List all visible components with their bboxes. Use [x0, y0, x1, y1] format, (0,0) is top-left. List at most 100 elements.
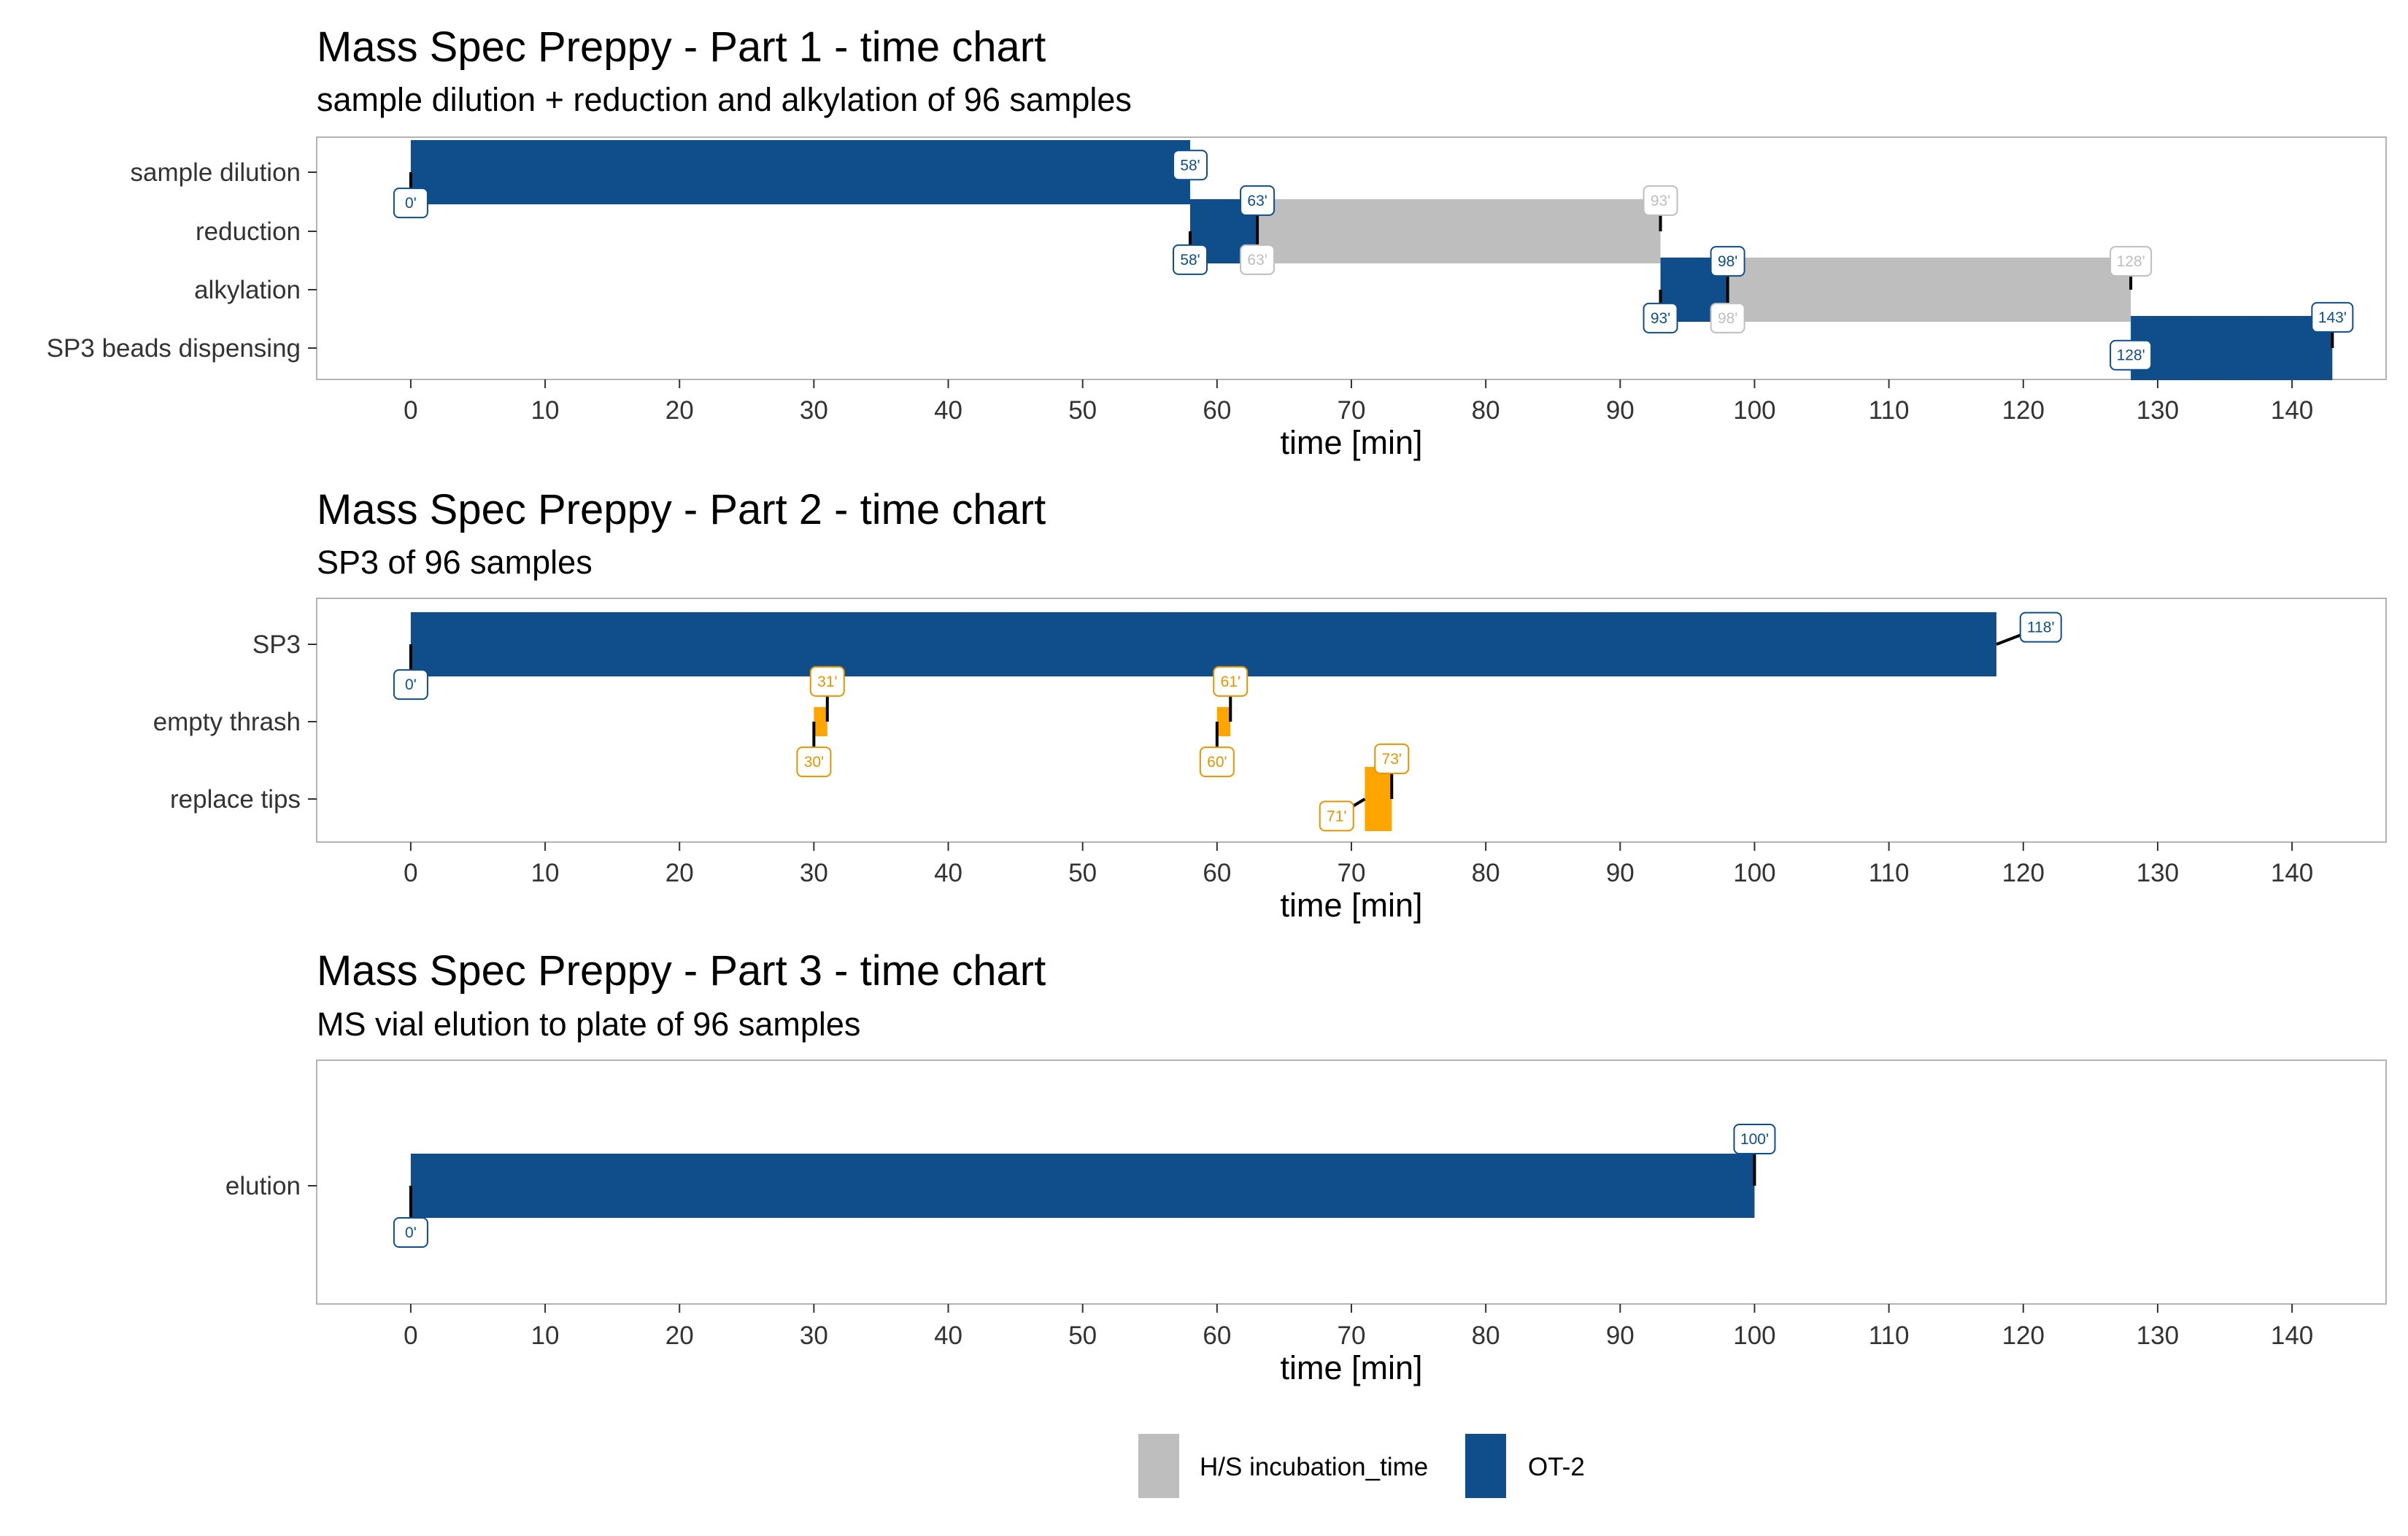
x-tick-label: 90: [1606, 396, 1635, 425]
x-tick-label: 130: [2137, 859, 2179, 887]
chart-subtitle: MS vial elution to plate of 96 samples: [317, 1006, 860, 1043]
time-label-box: [2110, 339, 2153, 371]
chart-panel-3: Mass Spec Preppy - Part 3 - time chart MS…: [225, 947, 2387, 1386]
time-label-box: [1319, 800, 1354, 832]
x-tick-label: 80: [1472, 859, 1500, 887]
x-tick-label: 140: [2271, 859, 2313, 887]
time-label-box: [1643, 302, 1678, 333]
x-axis-label: time [min]: [1280, 1349, 1422, 1386]
x-tick-label: 10: [531, 1321, 560, 1350]
time-label-box: [1710, 246, 1745, 277]
x-tick-label: 30: [800, 1321, 828, 1350]
x-tick-label: 130: [2137, 1321, 2179, 1350]
time-label-box: [2110, 246, 2153, 277]
time-label-box: [2311, 301, 2354, 333]
y-tick-label: elution: [225, 1172, 301, 1200]
x-tick-label: 100: [1733, 396, 1775, 425]
time-label-box: [1374, 743, 1410, 774]
time-label: 143': [2318, 309, 2347, 326]
time-label-box: [393, 1217, 428, 1248]
y-tick-label: empty thrash: [153, 708, 301, 736]
x-tick-label: 60: [1203, 859, 1231, 887]
time-label: 0': [405, 676, 417, 693]
time-label: 98': [1718, 253, 1737, 270]
x-tick-label: 110: [1869, 1321, 1910, 1350]
y-tick-label: replace tips: [170, 785, 301, 814]
x-tick-label: 70: [1338, 1321, 1366, 1350]
time-label: 73': [1382, 751, 1402, 768]
y-tick-label: reduction: [196, 217, 301, 246]
task-bar: [814, 707, 827, 736]
x-tick-label: 130: [2137, 396, 2179, 425]
time-label: 30': [804, 754, 824, 771]
task-bar: [410, 612, 1996, 676]
time-label: 0': [405, 195, 417, 212]
x-axis-label: time [min]: [1280, 424, 1422, 461]
legend-label-hs: H/S incubation_time: [1200, 1453, 1428, 1481]
x-tick-label: 30: [800, 859, 828, 887]
legend-swatch-ot2: [1465, 1434, 1506, 1498]
chart-title: Mass Spec Preppy - Part 3 - time chart: [317, 947, 1046, 995]
time-label-box: [1643, 185, 1678, 216]
chart-panel-2: Mass Spec Preppy - Part 2 - time chart SP…: [153, 486, 2387, 924]
time-label-box: [809, 665, 845, 697]
chart-panels: Mass Spec Preppy - Part 1 - time chart sa…: [47, 23, 2387, 1386]
legend: H/S incubation_time OT-2: [1138, 1434, 1585, 1498]
x-tick-label: 20: [665, 1321, 694, 1350]
time-label: 100': [1740, 1131, 1769, 1148]
chart-title: Mass Spec Preppy - Part 2 - time chart: [317, 486, 1046, 533]
x-tick-label: 50: [1068, 859, 1097, 887]
time-label: 128': [2117, 347, 2145, 364]
task-bar: [1365, 767, 1392, 831]
time-label: 118': [2027, 620, 2055, 636]
time-label-box: [1710, 302, 1745, 333]
time-label-box: [1240, 185, 1276, 216]
x-tick-label: 10: [531, 396, 560, 425]
time-label: 60': [1207, 754, 1227, 771]
time-label: 93': [1651, 310, 1670, 327]
x-tick-label: 140: [2271, 1321, 2313, 1350]
x-tick-label: 40: [934, 1321, 962, 1350]
x-tick-label: 100: [1733, 859, 1775, 887]
chart-panel-1: Mass Spec Preppy - Part 1 - time chart sa…: [47, 23, 2387, 461]
time-label-box: [1240, 244, 1276, 275]
x-tick-label: 140: [2271, 396, 2313, 425]
x-axis-label: time [min]: [1280, 887, 1422, 924]
time-label: 128': [2117, 253, 2145, 270]
x-tick-label: 120: [2002, 396, 2045, 425]
x-tick-label: 90: [1606, 1321, 1635, 1350]
time-label-box: [1173, 150, 1208, 181]
task-bar: [2131, 316, 2333, 380]
x-tick-label: 30: [800, 396, 828, 425]
x-tick-label: 110: [1869, 859, 1910, 887]
chart-subtitle: sample dilution + reduction and alkylati…: [317, 81, 1132, 118]
time-label-box: [393, 188, 428, 219]
x-tick-label: 50: [1068, 1321, 1097, 1350]
time-label-box: [1173, 244, 1208, 275]
x-tick-label: 60: [1203, 1321, 1231, 1350]
time-label: 93': [1651, 193, 1670, 209]
time-label: 63': [1247, 252, 1267, 269]
y-tick-label: alkylation: [194, 276, 301, 304]
time-label-box: [2019, 611, 2062, 643]
y-tick-label: SP3 beads dispensing: [47, 334, 301, 363]
task-bar: [410, 1154, 1755, 1218]
x-tick-label: 0: [404, 1321, 417, 1350]
x-tick-label: 80: [1472, 396, 1500, 425]
x-tick-label: 100: [1733, 1321, 1775, 1350]
x-tick-label: 0: [404, 859, 417, 887]
x-tick-label: 40: [934, 859, 962, 887]
time-label: 58': [1180, 157, 1200, 174]
time-label: 98': [1718, 310, 1737, 327]
y-tick-label: SP3: [252, 630, 301, 659]
chart-title: Mass Spec Preppy - Part 1 - time chart: [317, 23, 1046, 71]
x-tick-label: 50: [1068, 396, 1097, 425]
time-label: 63': [1247, 193, 1267, 209]
time-label: 71': [1327, 808, 1346, 825]
time-label-box: [1213, 665, 1249, 697]
x-tick-label: 40: [934, 396, 962, 425]
x-tick-label: 70: [1338, 396, 1366, 425]
time-label-box: [1733, 1124, 1776, 1154]
x-tick-label: 20: [665, 859, 694, 887]
